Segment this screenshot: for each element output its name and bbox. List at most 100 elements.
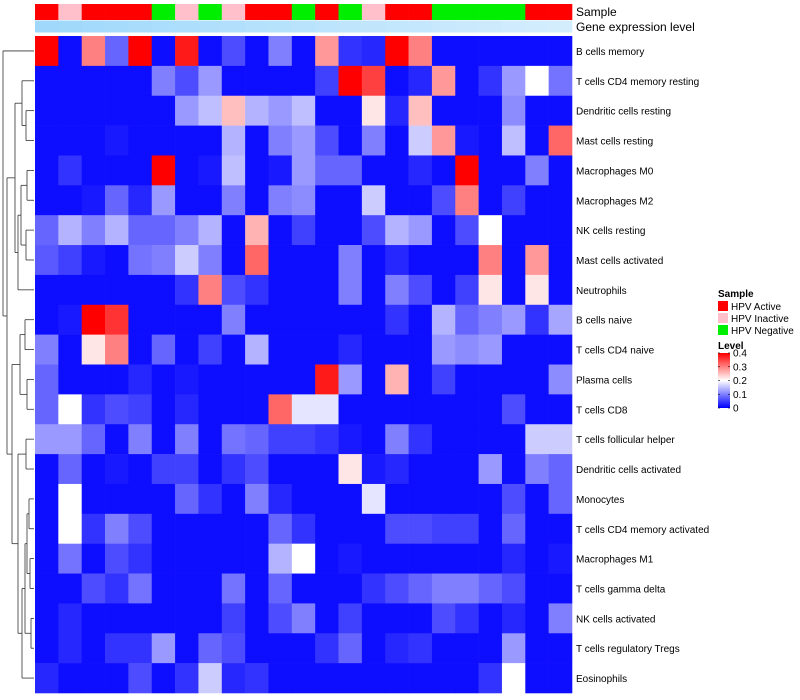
heatmap-cell: [35, 513, 59, 544]
expression-annotation-cell: [385, 20, 409, 33]
heatmap-cell: [501, 65, 526, 97]
row-label: T cells regulatory Tregs: [576, 644, 680, 655]
heatmap-cell: [455, 663, 479, 694]
heatmap-cell: [338, 185, 363, 216]
heatmap-cell: [385, 573, 409, 604]
heatmap-cell: [525, 364, 549, 395]
heatmap-cell: [58, 185, 82, 216]
sample-annotation-cell: [35, 4, 59, 20]
sample-annotation-cell: [455, 4, 479, 20]
heatmap-cell: [128, 65, 153, 97]
sample-annotation-cell: [268, 4, 293, 20]
heatmap-cell: [245, 65, 269, 97]
heatmap-cell: [385, 513, 409, 544]
sample-annotation-cell: [525, 4, 549, 20]
heatmap-cell: [315, 663, 339, 694]
heatmap-cell: [198, 513, 223, 544]
heatmap-cell: [408, 334, 433, 365]
heatmap-cell: [128, 36, 153, 67]
heatmap-cell: [501, 454, 526, 485]
sample-legend-label: HPV Negative: [731, 326, 794, 337]
heatmap-cell: [361, 185, 386, 216]
heatmap-cell: [81, 424, 106, 455]
heatmap-cell: [58, 573, 82, 604]
expression-annotation-cell: [81, 20, 106, 33]
heatmap-cell: [105, 65, 129, 97]
heatmap-cell: [385, 245, 409, 276]
heatmap-cell: [175, 603, 199, 634]
heatmap-cell: [198, 394, 223, 425]
sample-annotation-cell: [361, 4, 386, 20]
heatmap-cell: [385, 633, 409, 664]
heatmap-cell: [35, 483, 59, 515]
heatmap-cell: [151, 483, 176, 515]
heatmap-cell: [35, 155, 59, 186]
heatmap-cell: [385, 454, 409, 485]
expression-annotation-cell: [105, 20, 129, 33]
heatmap-cell: [35, 65, 59, 97]
heatmap-cell: [81, 36, 106, 67]
heatmap-cell: [58, 245, 82, 276]
heatmap-cell: [128, 95, 153, 126]
heatmap-cell: [35, 633, 59, 664]
heatmap-cell: [105, 483, 129, 515]
heatmap-cell: [198, 125, 223, 156]
heatmap-cell: [408, 274, 433, 306]
row-label: Macrophages M1: [576, 555, 654, 566]
heatmap-cell: [478, 36, 503, 67]
heatmap-cell: [175, 394, 199, 425]
heatmap-cell: [525, 513, 549, 544]
heatmap-cell: [525, 483, 549, 515]
heatmap-cell: [58, 394, 82, 425]
heatmap-cell: [175, 364, 199, 395]
heatmap-cell: [105, 543, 129, 574]
heatmap-cell: [548, 304, 573, 335]
heatmap-cell: [245, 304, 269, 335]
heatmap-cell: [478, 304, 503, 335]
heatmap-cell: [221, 603, 246, 634]
heatmap-cell: [385, 125, 409, 156]
heatmap-cell: [408, 513, 433, 544]
heatmap-cell: [525, 65, 549, 97]
heatmap-cell: [81, 334, 106, 365]
heatmap-cell: [431, 483, 456, 515]
heatmap-cell: [478, 95, 503, 126]
heatmap-cell: [548, 483, 573, 515]
level-tick-label: 0.3: [733, 362, 747, 373]
heatmap-cell: [175, 65, 199, 97]
heatmap-cell: [408, 155, 433, 186]
heatmap-cell: [455, 603, 479, 634]
heatmap-cell: [431, 95, 456, 126]
heatmap-cell: [548, 155, 573, 186]
heatmap-cell: [501, 424, 526, 455]
heatmap-cell: [525, 36, 549, 67]
expression-annotation-cell: [221, 20, 246, 33]
heatmap-cell: [408, 483, 433, 515]
heatmap-cell: [198, 274, 223, 306]
heatmap-cell: [315, 573, 339, 604]
row-label: T cells gamma delta: [576, 584, 666, 595]
heatmap-cell: [291, 304, 316, 335]
heatmap-cell: [198, 155, 223, 186]
heatmap-cell: [361, 215, 386, 246]
heatmap-cell: [548, 603, 573, 634]
heatmap-cell: [408, 304, 433, 335]
heatmap-cell: [221, 245, 246, 276]
sample-annotation-cell: [431, 4, 456, 20]
sample-annotation-cell: [408, 4, 433, 20]
heatmap-cell: [175, 454, 199, 485]
heatmap-cell: [175, 304, 199, 335]
heatmap-cell: [198, 65, 223, 97]
heatmap-cell: [175, 215, 199, 246]
heatmap-cell: [338, 215, 363, 246]
heatmap-cell: [478, 513, 503, 544]
heatmap-cell: [245, 483, 269, 515]
heatmap-cell: [548, 245, 573, 276]
heatmap-cell: [245, 95, 269, 126]
heatmap-cell: [548, 334, 573, 365]
heatmap-cell: [35, 454, 59, 485]
sample-legend-label: HPV Active: [731, 302, 781, 313]
heatmap-cell: [338, 633, 363, 664]
heatmap-cell: [268, 215, 293, 246]
